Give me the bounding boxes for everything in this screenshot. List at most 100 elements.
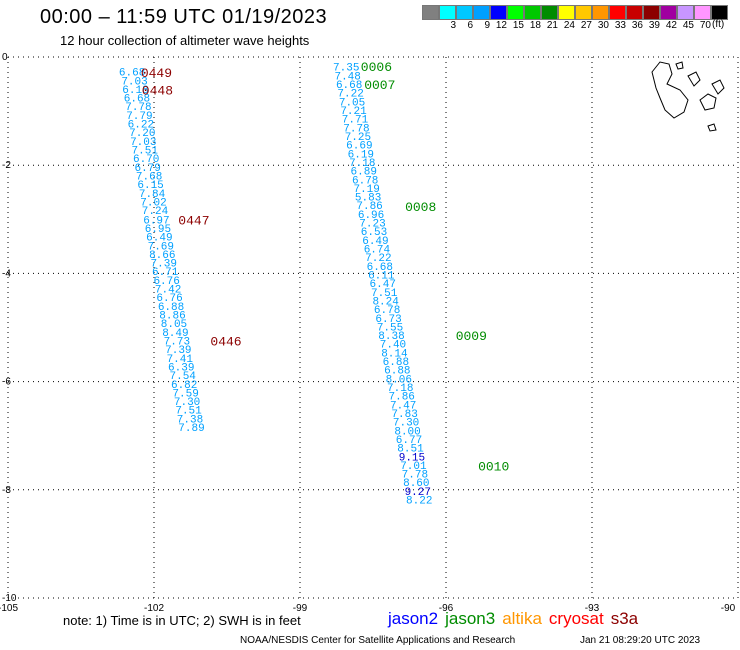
wave-height-point: 8.51 <box>397 444 424 456</box>
satellite-jason2: jason2 <box>388 609 439 628</box>
wave-height-point: 9.27 <box>405 487 431 499</box>
wave-height-point: 8.66 <box>149 250 175 262</box>
wave-height-point: 7.35 <box>333 63 359 75</box>
wave-height-point: 8.86 <box>159 311 185 323</box>
wave-height-point: 8.38 <box>378 331 404 343</box>
y-tick-label: -6 <box>2 377 11 388</box>
x-tick-label: -105 <box>0 603 18 614</box>
colorbar-swatch <box>643 5 660 20</box>
wave-height-point: 6.82 <box>171 380 197 392</box>
wave-height-point: 7.78 <box>343 123 369 135</box>
island-outline <box>651 61 689 119</box>
colorbar-swatch <box>558 5 575 20</box>
colorbar-tick-label: 42 <box>665 20 677 31</box>
footer-credit: NOAA/NESDIS Center for Satellite Applica… <box>240 635 516 646</box>
wave-height-point: 6.47 <box>370 279 396 291</box>
wave-height-point: 6.96 <box>358 210 384 222</box>
wave-height-point: 6.18 <box>122 85 148 97</box>
wave-height-point: 7.30 <box>174 397 200 409</box>
wave-height-point: 7.41 <box>167 354 194 366</box>
wave-height-point: 7.51 <box>175 406 202 418</box>
wave-height-point: 7.42 <box>155 285 181 297</box>
colorbar-labels: 3 6 9 12 15 18 21 24 27 30 33 36 39 42 45 70 <box>422 20 728 33</box>
wave-height-point: 8.24 <box>372 296 399 308</box>
satellite-jason3: jason3 <box>445 609 496 628</box>
wave-height-point: 6.88 <box>158 302 184 314</box>
colorbar-unit: (ft) <box>712 19 725 30</box>
x-tick-label: -90 <box>721 603 736 614</box>
colorbar-swatch <box>711 5 728 20</box>
wave-height-point: 6.88 <box>384 366 410 378</box>
chart-subtitle: 12 hour collection of altimeter wave hei… <box>60 33 310 48</box>
wave-height-point: 8.05 <box>161 319 187 331</box>
colorbar-swatch <box>541 5 558 20</box>
wave-height-point: 6.68 <box>367 262 393 274</box>
footer-timestamp: Jan 21 08:29:20 UTC 2023 <box>580 635 701 646</box>
x-tick-label: -99 <box>293 603 308 614</box>
colorbar-tick-label: 30 <box>597 20 609 31</box>
wave-height-point: 7.48 <box>334 71 360 83</box>
satellite-legend: jason2 jason3 altika cryosat s3a <box>388 609 645 629</box>
wave-height-point: 8.49 <box>162 328 188 340</box>
wave-height-point: 7.30 <box>393 418 419 430</box>
wave-height-point: 7.89 <box>178 423 204 435</box>
wave-height-point: 6.97 <box>143 215 169 227</box>
colorbar-swatch <box>439 5 456 20</box>
wave-height-point: 5.83 <box>355 193 381 205</box>
galapagos-coastline <box>651 61 725 132</box>
wave-height-point: 7.01 <box>400 461 427 473</box>
pass-time-label: 0008 <box>405 200 436 215</box>
pass-time-label: 0446 <box>210 334 241 349</box>
pass-time-label: 0007 <box>364 78 395 93</box>
island-outline <box>687 71 701 87</box>
colorbar-tick-label: 9 <box>484 20 490 31</box>
wave-height-point: 6.68 <box>119 68 145 80</box>
wave-height-point: 7.73 <box>164 336 190 348</box>
wave-height-point: 8.60 <box>403 478 429 490</box>
wave-height-point: 7.40 <box>380 340 406 352</box>
axes: -105 -102 -99 -96 -93 -90 0 -2 -4 -6 -8 -10 <box>0 52 736 614</box>
pass-time-label: 0449 <box>141 66 172 81</box>
wave-height-point: 6.19 <box>348 149 374 161</box>
colorbar-tick-label: 15 <box>512 20 524 31</box>
wave-height-point: 7.22 <box>365 253 391 265</box>
time-labels: 0449 0448 0447 0446 0006 0007 0008 0009 0010 <box>141 60 509 474</box>
colorbar-swatch <box>490 5 507 20</box>
wave-height-point: 6.15 <box>137 180 163 192</box>
pass-time-label: 0009 <box>456 329 487 344</box>
colorbar-tick-label: 27 <box>580 20 592 31</box>
wave-height-point: 6.71 <box>152 267 179 279</box>
footer-note: note: 1) Time is in UTC; 2) SWH is in fe… <box>63 613 301 628</box>
wave-height-point: 7.18 <box>387 383 413 395</box>
colorbar-swatch <box>422 5 439 20</box>
colorbar-swatch <box>456 5 473 20</box>
wave-height-point: 7.83 <box>391 409 417 421</box>
x-tick-label: -102 <box>144 603 164 614</box>
wave-height-point: 9.15 <box>399 452 425 464</box>
colorbar-tick-label: 18 <box>529 20 541 31</box>
wave-height-point: 7.79 <box>126 111 152 123</box>
colorbar-swatch <box>592 5 609 20</box>
wave-height-point: 7.39 <box>165 345 191 357</box>
pass-time-label: 0006 <box>361 60 392 75</box>
wave-height-point: 7.20 <box>129 128 155 140</box>
colorbar-tick-label: 6 <box>467 20 473 31</box>
wave-height-point: 6.78 <box>374 305 400 317</box>
colorbar-tick-label: 39 <box>648 20 660 31</box>
colorbar-tick-label: 21 <box>546 20 558 31</box>
satellite-s3a: s3a <box>610 609 639 628</box>
colorbar-swatch <box>626 5 643 20</box>
wave-height-point: 7.78 <box>402 470 428 482</box>
colorbar-swatch <box>507 5 524 20</box>
wave-height-point: 7.86 <box>389 392 415 404</box>
x-tick-label: -93 <box>585 603 600 614</box>
wave-height-point: 7.55 <box>377 322 403 334</box>
wave-height-point: 7.38 <box>177 414 203 426</box>
wave-height-point: 6.70 <box>133 154 159 166</box>
island-outline <box>707 123 717 132</box>
wave-height-point: 7.21 <box>340 106 367 118</box>
wave-height-point: 8.06 <box>386 374 412 386</box>
wave-height-point: 7.59 <box>172 388 198 400</box>
wave-height-point: 6.76 <box>156 293 182 305</box>
wave-height-point: 6.74 <box>364 245 391 257</box>
